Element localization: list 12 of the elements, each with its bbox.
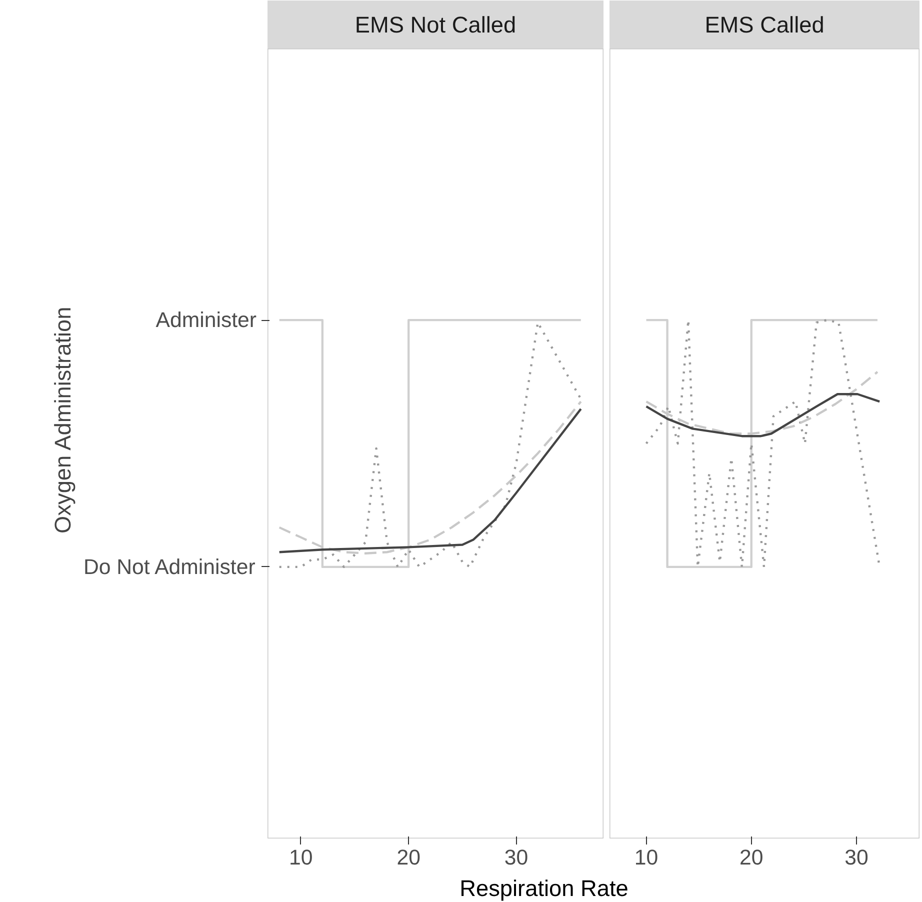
x-tick-label: 20: [740, 846, 764, 870]
category-label: Do Not Administer: [83, 554, 256, 579]
x-axis-title: Respiration Rate: [460, 874, 628, 902]
x-tick-label: 30: [844, 846, 868, 870]
y-axis-title: Oxygen Administration: [49, 306, 76, 534]
x-tick-label: 10: [289, 846, 313, 870]
x-tick-label: 20: [396, 846, 421, 870]
chart-title: EMS Called: [704, 12, 824, 38]
x-tick-label: 30: [504, 846, 528, 870]
x-tick-label: 10: [634, 846, 658, 870]
category-label: Administer: [156, 308, 257, 332]
chart-title: EMS Not Called: [354, 12, 516, 38]
